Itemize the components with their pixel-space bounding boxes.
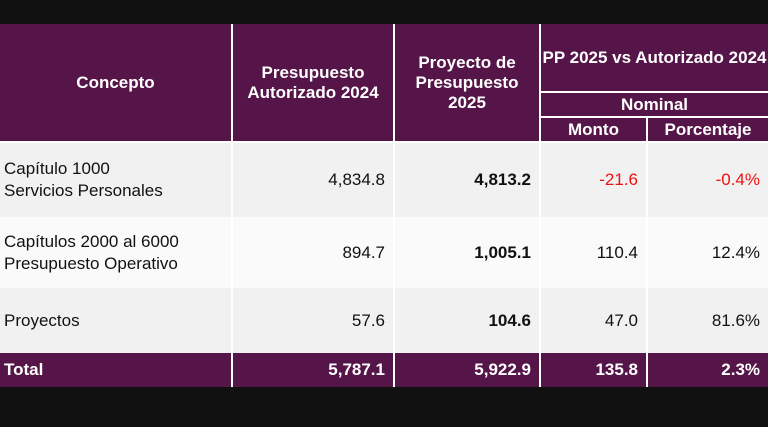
table-row: Capítulos 2000 al 6000 Presupuesto Operat… [0, 217, 768, 288]
autorizado-cell: 894.7 [231, 217, 395, 288]
total-proyecto: 5,922.9 [393, 353, 541, 387]
autorizado-cell: 57.6 [231, 288, 395, 353]
table-row: Proyectos 57.6 104.6 47.0 81.6% [0, 288, 768, 353]
porcentaje-cell: -0.4% [645, 142, 768, 217]
concepto-line: Capítulos 2000 al 6000 [4, 231, 179, 251]
monto-cell: 47.0 [539, 288, 648, 353]
autorizado-cell: 4,834.8 [231, 142, 395, 217]
header-porcentaje: Porcentaje [645, 117, 768, 143]
concepto-line: Capítulo 1000 [4, 159, 110, 178]
header-nominal: Nominal [540, 92, 768, 118]
header-autorizado: Presupuesto Autorizado 2024 [231, 24, 395, 143]
header-concepto: Concepto [0, 24, 233, 143]
header-comparacion: PP 2025 vs Autorizado 2024 [538, 24, 768, 93]
total-porcentaje: 2.3% [645, 353, 768, 387]
total-row: Total 5,787.1 5,922.9 135.8 2.3% [0, 353, 768, 387]
porcentaje-cell: 12.4% [645, 217, 768, 288]
proyecto-cell: 4,813.2 [393, 142, 541, 217]
table-row: Capítulo 1000 Servicios Personales 4,834.… [0, 142, 768, 217]
proyecto-cell: 1,005.1 [393, 217, 541, 288]
proyecto-cell: 104.6 [393, 288, 541, 353]
concepto-cell: Proyectos [0, 288, 233, 353]
monto-cell: 110.4 [539, 217, 648, 288]
budget-table: Concepto Presupuesto Autorizado 2024 Pro… [0, 24, 768, 387]
total-label: Total [0, 353, 233, 387]
header-monto: Monto [540, 117, 648, 143]
header-proyecto: Proyecto de Presupuesto 2025 [393, 24, 541, 143]
concepto-cell: Capítulo 1000 Servicios Personales [0, 142, 233, 217]
concepto-line: Presupuesto Operativo [4, 253, 178, 273]
monto-cell: -21.6 [539, 142, 648, 217]
concepto-cell: Capítulos 2000 al 6000 Presupuesto Operat… [0, 217, 233, 288]
porcentaje-cell: 81.6% [645, 288, 768, 353]
concepto-line: Servicios Personales [4, 181, 163, 200]
total-autorizado: 5,787.1 [231, 353, 395, 387]
total-monto: 135.8 [539, 353, 648, 387]
